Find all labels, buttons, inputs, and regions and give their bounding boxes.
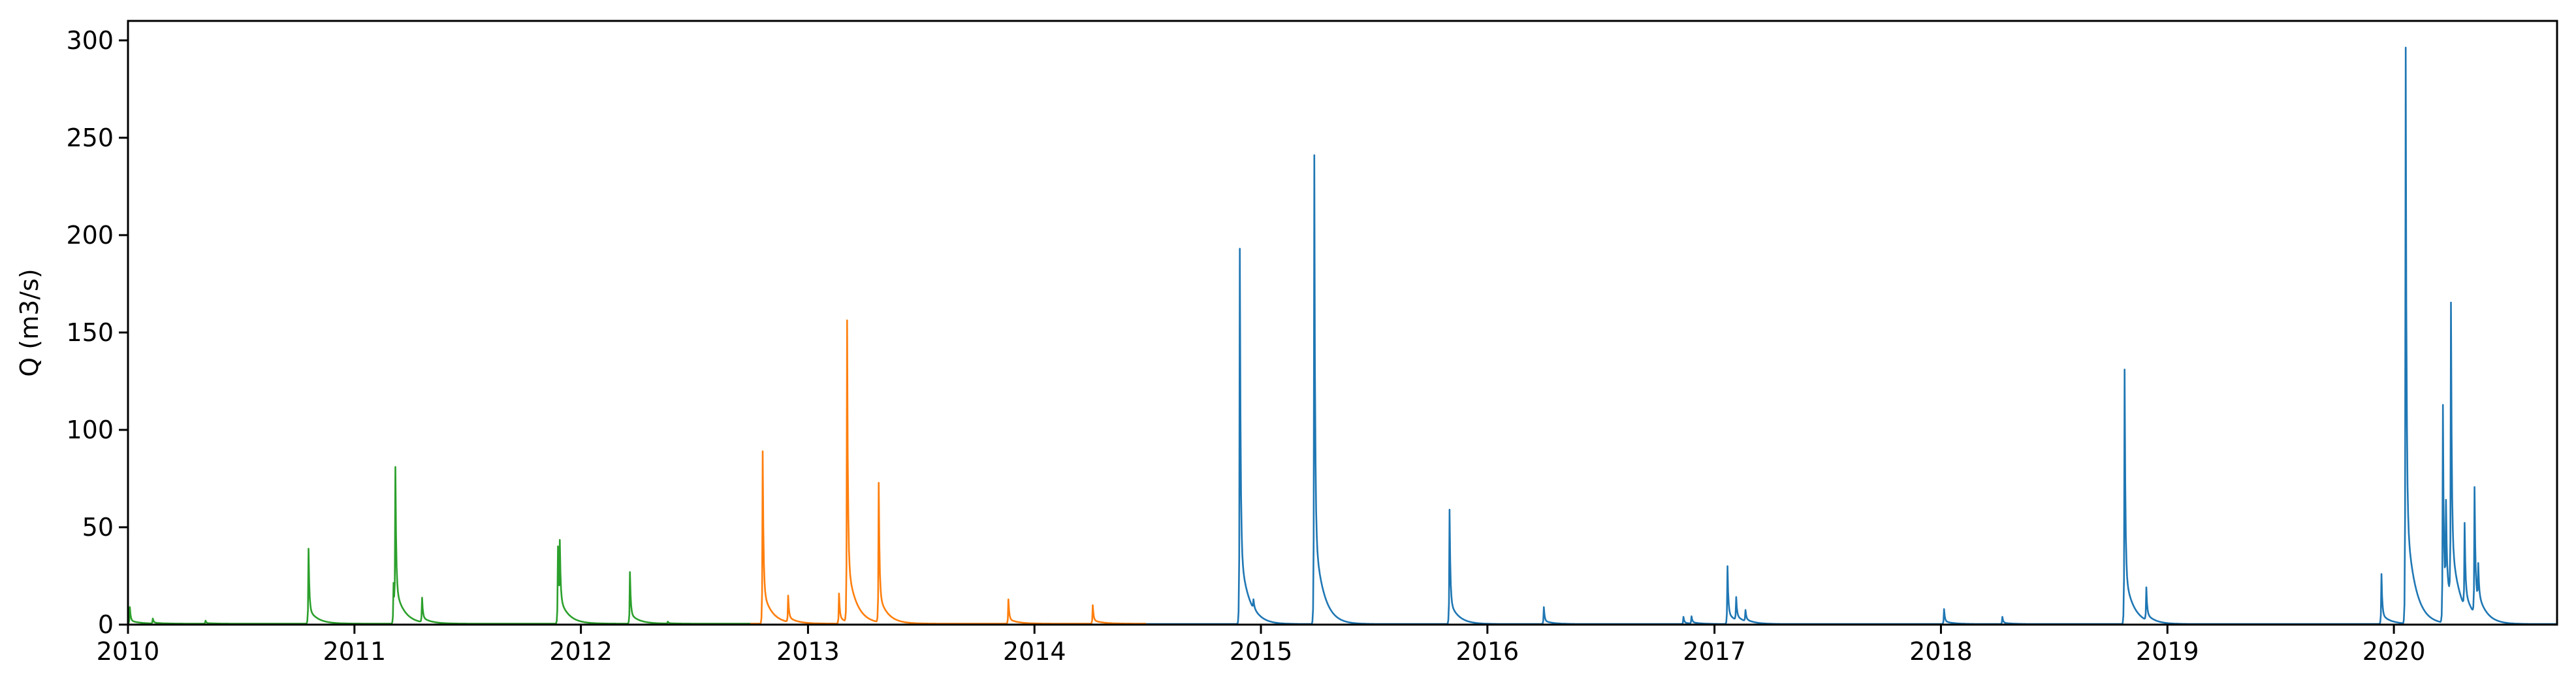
y-tick-label: 150 [66, 318, 114, 347]
y-axis: 0 50 100 150 200 250 300 [66, 26, 128, 639]
plot-frame [127, 20, 2558, 626]
series-2-line [750, 319, 1147, 625]
x-tick-label: 2013 [776, 637, 840, 666]
series-1-line [127, 466, 751, 625]
x-tick-label: 2014 [1003, 637, 1066, 666]
y-tick-label: 50 [82, 513, 114, 542]
x-axis: 2010 2011 2012 2013 2014 2015 2016 2017 2018 2019… [97, 625, 2426, 666]
x-tick-label: 2010 [97, 637, 160, 666]
y-tick-label: 200 [66, 221, 114, 250]
y-tick-label: 100 [66, 416, 114, 444]
y-tick-label: 250 [66, 123, 114, 152]
series-3-line [1145, 46, 2558, 625]
x-tick-label: 2016 [1456, 637, 1519, 666]
x-tick-label: 2012 [549, 637, 612, 666]
y-tick-label: 0 [98, 610, 114, 639]
y-tick-label: 300 [66, 26, 114, 55]
x-tick-label: 2011 [323, 637, 386, 666]
series-layer [127, 46, 2558, 625]
x-tick-label: 2020 [2362, 637, 2426, 666]
x-tick-label: 2019 [2136, 637, 2199, 666]
x-tick-label: 2018 [1909, 637, 1973, 666]
y-axis-label: Q (m3/s) [15, 269, 44, 376]
x-tick-label: 2017 [1683, 637, 1746, 666]
x-tick-label: 2015 [1230, 637, 1293, 666]
